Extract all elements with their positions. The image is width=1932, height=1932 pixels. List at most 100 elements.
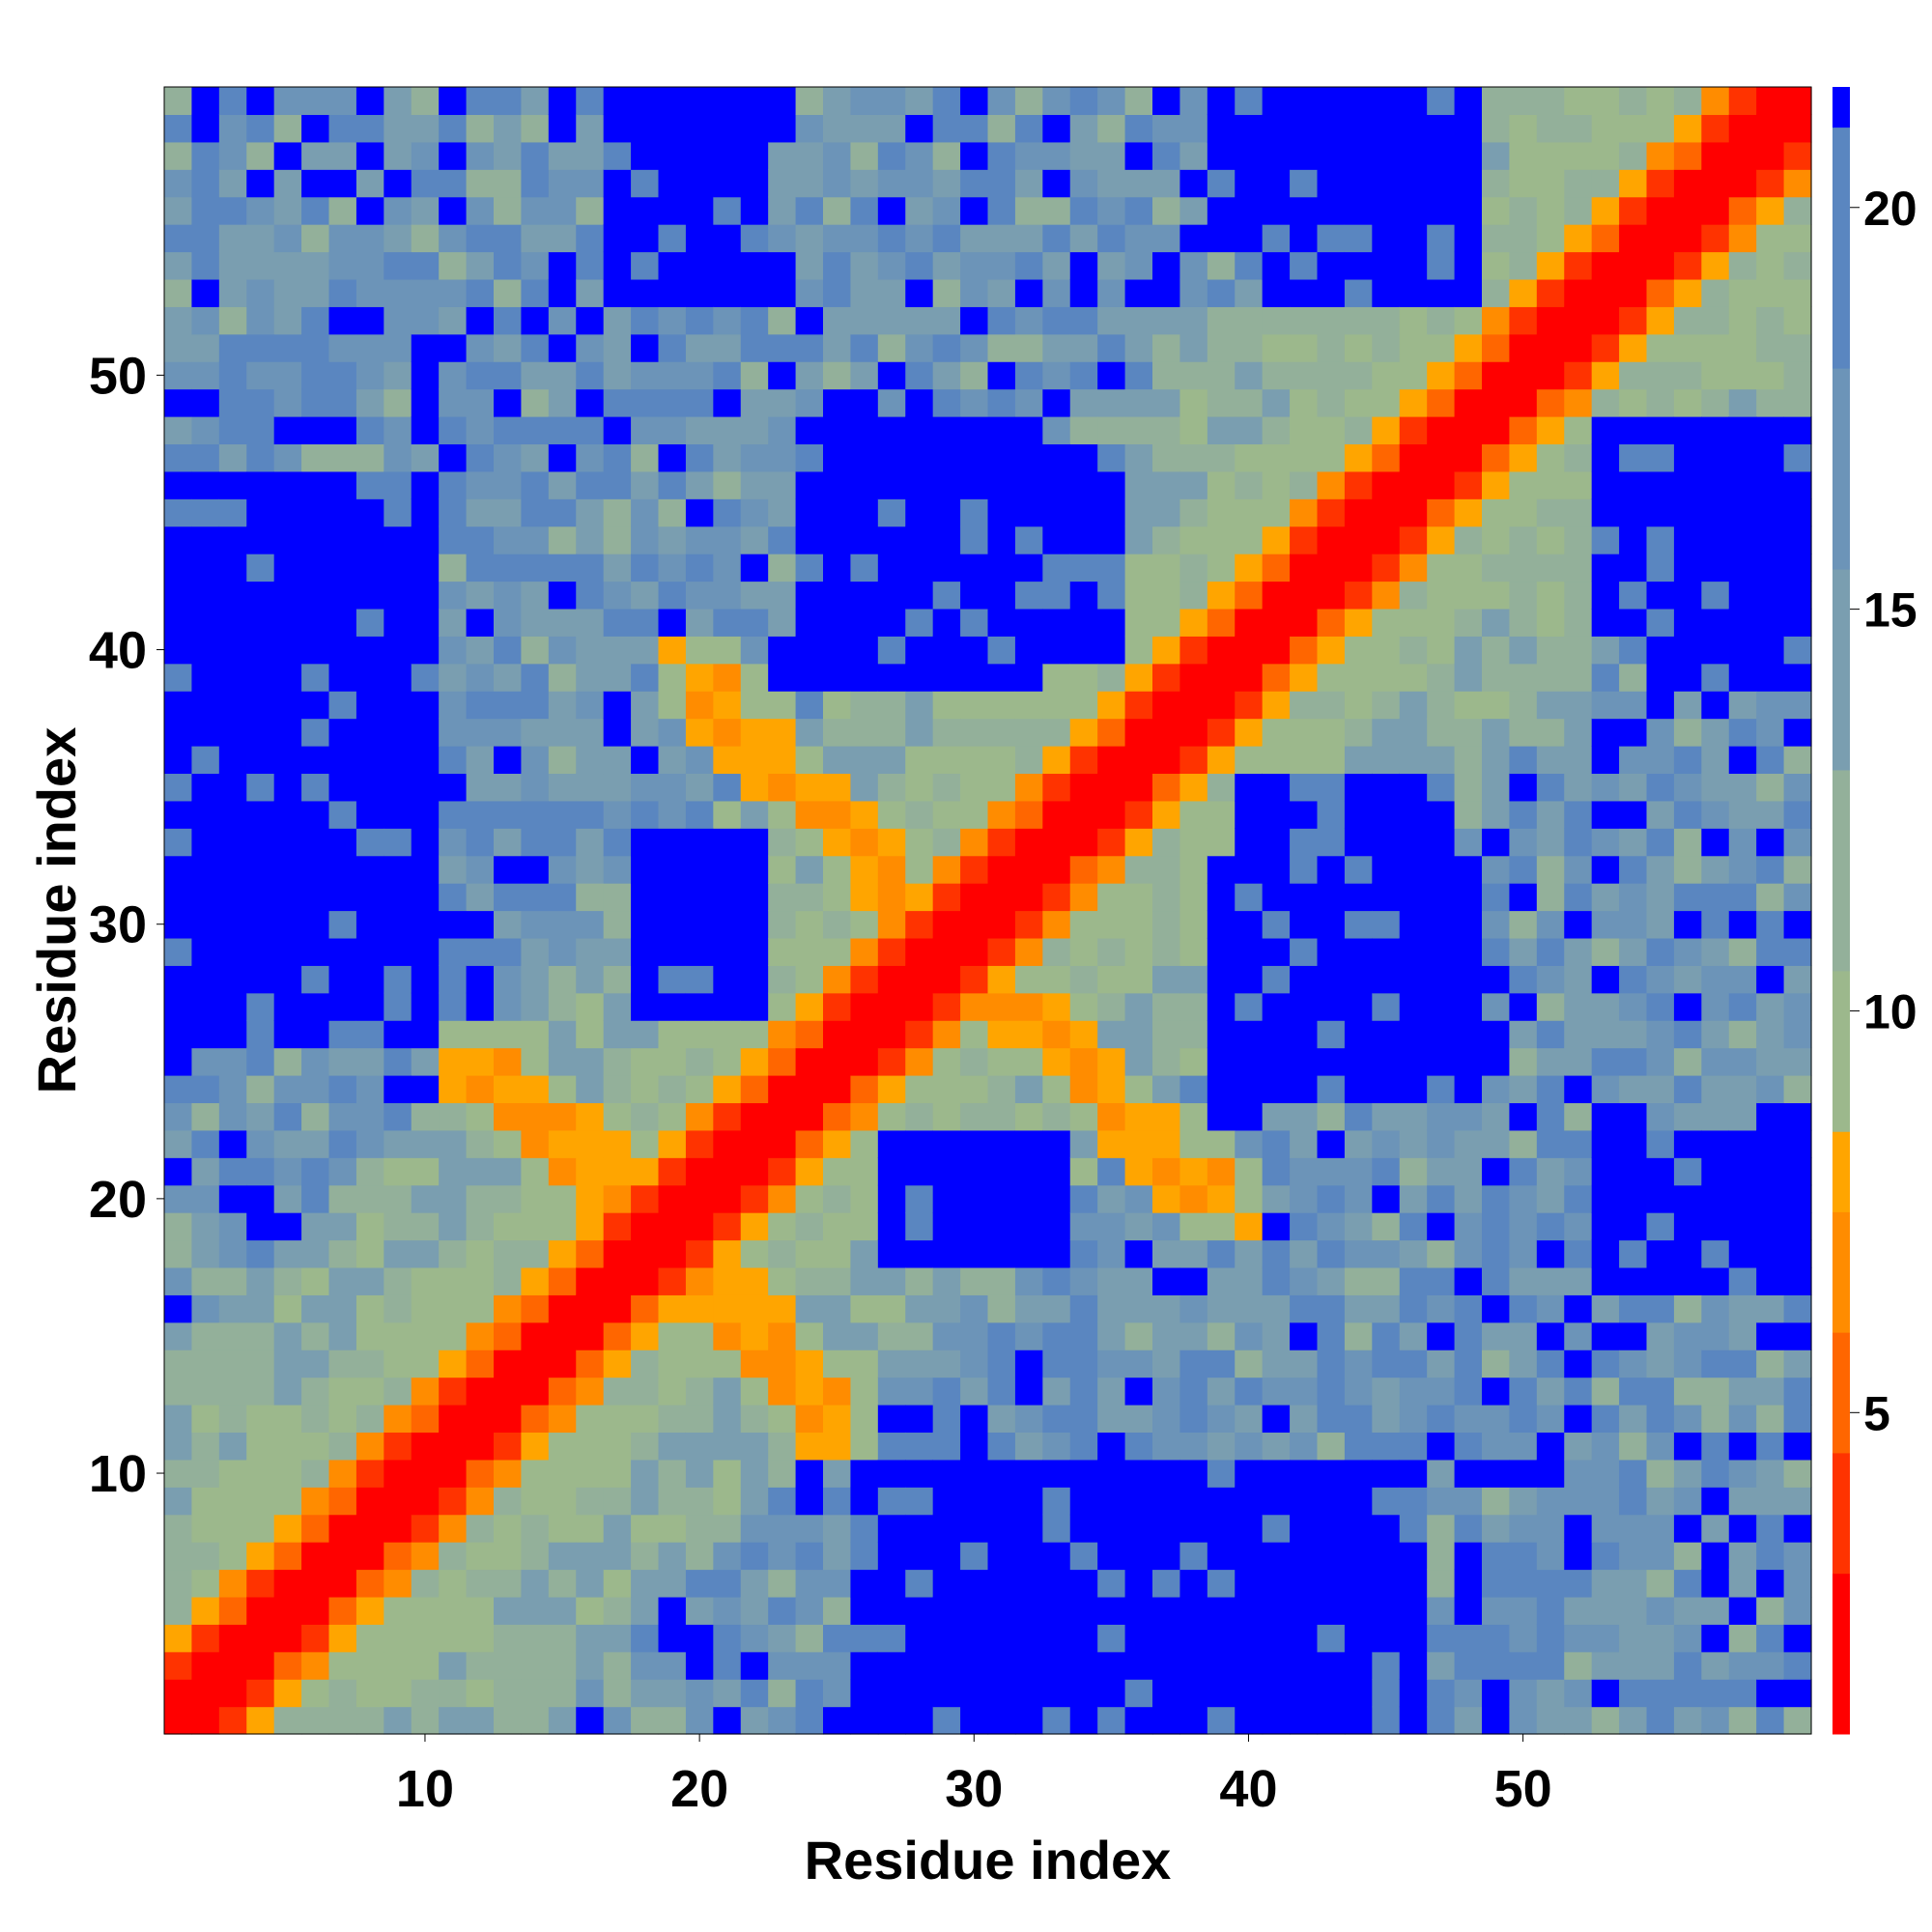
heatmap-cell — [1317, 828, 1346, 857]
heatmap-cell — [603, 306, 632, 335]
heatmap-cell — [1262, 1405, 1291, 1434]
heatmap-cell — [1124, 800, 1153, 829]
heatmap-cell — [603, 1542, 632, 1571]
heatmap-cell — [1482, 608, 1511, 637]
heatmap-cell — [246, 883, 275, 912]
heatmap-cell — [987, 800, 1016, 829]
heatmap-cell — [1701, 1266, 1730, 1295]
heatmap-cell — [960, 1624, 989, 1653]
heatmap-cell — [548, 1239, 577, 1268]
heatmap-cell — [603, 498, 632, 527]
heatmap-cell — [1783, 883, 1812, 912]
heatmap-cell — [740, 526, 769, 554]
heatmap-cell — [576, 800, 605, 829]
heatmap-cell — [1042, 251, 1071, 280]
heatmap-cell — [301, 800, 330, 829]
heatmap-cell — [960, 636, 989, 665]
heatmap-cell — [1701, 1432, 1730, 1461]
heatmap-cell — [1509, 1706, 1538, 1735]
heatmap-cell — [1179, 663, 1208, 692]
heatmap-cell — [1728, 1075, 1757, 1104]
heatmap-cell — [987, 1569, 1016, 1598]
heatmap-cell — [494, 1459, 523, 1488]
heatmap-cell — [768, 1377, 797, 1406]
heatmap-cell — [355, 169, 384, 198]
heatmap-cell — [328, 1651, 357, 1680]
heatmap-cell — [932, 992, 961, 1021]
heatmap-cell — [494, 1266, 523, 1295]
heatmap-cell — [1124, 388, 1153, 417]
heatmap-cell — [466, 1266, 495, 1295]
heatmap-cell — [576, 1157, 605, 1186]
heatmap-cell — [355, 663, 384, 692]
heatmap-cell — [658, 1157, 687, 1186]
heatmap-cell — [740, 1294, 769, 1323]
heatmap-cell — [823, 306, 852, 335]
heatmap-cell — [1756, 306, 1785, 335]
heatmap-cell — [576, 1569, 605, 1598]
heatmap-cell — [905, 1542, 934, 1571]
heatmap-cell — [1509, 278, 1538, 307]
heatmap-cell — [1235, 526, 1264, 554]
heatmap-cell — [273, 388, 302, 417]
heatmap-cell — [521, 1212, 550, 1241]
heatmap-cell — [1317, 1129, 1346, 1158]
heatmap-cell — [1235, 992, 1264, 1021]
heatmap-cell — [273, 663, 302, 692]
heatmap-cell — [328, 1129, 357, 1158]
heatmap-cell — [1207, 1514, 1236, 1543]
heatmap-cell — [1619, 937, 1648, 966]
heatmap-cell — [273, 1184, 302, 1213]
heatmap-cell — [795, 554, 824, 582]
heatmap-cell — [1152, 773, 1181, 802]
heatmap-cell — [164, 1706, 193, 1735]
heatmap-cell — [1783, 1542, 1812, 1571]
heatmap-cell — [685, 224, 714, 253]
heatmap-cell — [1014, 1020, 1043, 1049]
heatmap-cell — [877, 1321, 906, 1350]
heatmap-cell — [1619, 1350, 1648, 1378]
heatmap-cell — [1427, 1102, 1456, 1131]
heatmap-cell — [1564, 224, 1593, 253]
heatmap-cell — [384, 169, 412, 198]
heatmap-cell — [1673, 416, 1702, 445]
colorbar-tick-label: 15 — [1863, 583, 1918, 638]
heatmap-cell — [823, 691, 852, 720]
heatmap-cell — [1207, 306, 1236, 335]
heatmap-cell — [987, 114, 1016, 143]
heatmap-cell — [1262, 1596, 1291, 1625]
heatmap-cell — [246, 1651, 275, 1680]
heatmap-cell — [877, 1432, 906, 1461]
heatmap-cell — [355, 1075, 384, 1104]
heatmap-cell — [1152, 470, 1181, 499]
heatmap-cell — [1673, 1294, 1702, 1323]
heatmap-cell — [1482, 196, 1511, 225]
heatmap-cell — [713, 1542, 742, 1571]
heatmap-cell — [1509, 251, 1538, 280]
heatmap-cell — [1646, 1514, 1675, 1543]
heatmap-cell — [932, 718, 961, 747]
heatmap-cell — [1235, 196, 1264, 225]
heatmap-cell — [411, 1569, 440, 1598]
heatmap-cell — [1179, 1184, 1208, 1213]
heatmap-cell — [1646, 663, 1675, 692]
heatmap-cell — [1042, 416, 1071, 445]
heatmap-cell — [1042, 1706, 1071, 1735]
heatmap-cell — [1097, 581, 1126, 610]
heatmap-cell — [850, 581, 879, 610]
heatmap-cell — [1124, 1075, 1153, 1104]
heatmap-cell — [1619, 1184, 1648, 1213]
heatmap-cell — [1783, 1294, 1812, 1323]
heatmap-cell — [548, 1432, 577, 1461]
heatmap-cell — [1097, 1651, 1126, 1680]
heatmap-cell — [1646, 1569, 1675, 1598]
heatmap-cell — [1701, 1184, 1730, 1213]
heatmap-cell — [1152, 361, 1181, 390]
heatmap-cell — [1756, 691, 1785, 720]
heatmap-cell — [713, 828, 742, 857]
heatmap-cell — [1372, 855, 1401, 884]
heatmap-cell — [1014, 1157, 1043, 1186]
heatmap-cell — [1069, 1266, 1098, 1295]
heatmap-cell — [658, 1459, 687, 1488]
